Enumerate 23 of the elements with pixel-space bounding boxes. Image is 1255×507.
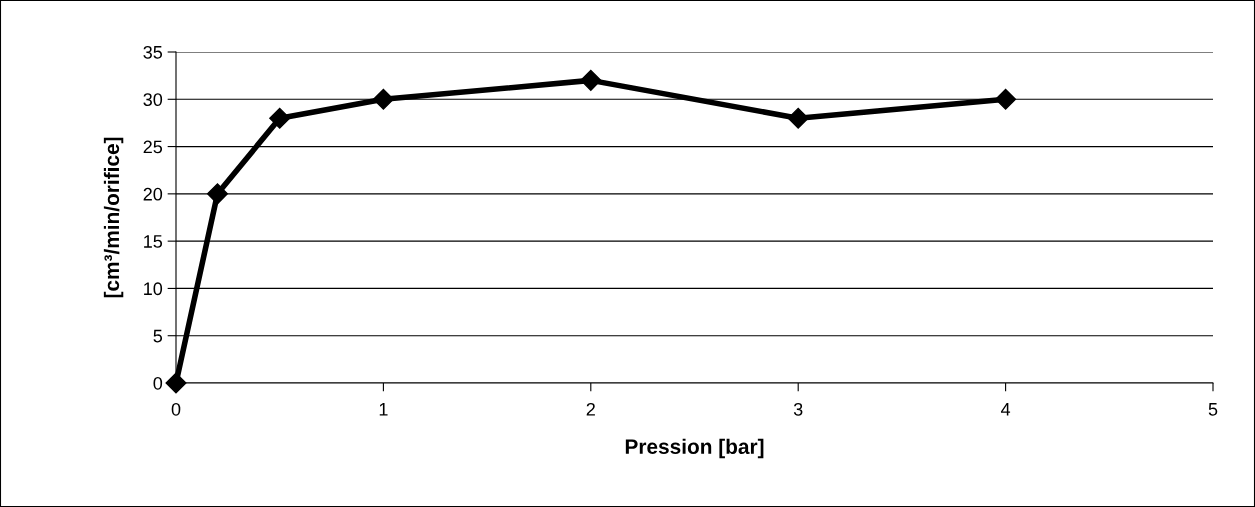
point: [580, 69, 602, 91]
y-axis-title: [cm³/min/orifice]: [103, 137, 124, 298]
y-tick-label: 10: [144, 282, 163, 296]
x-tick-label: 3: [793, 402, 803, 416]
x-tick-label: 0: [171, 402, 181, 416]
point: [269, 107, 291, 129]
y-tick-label: 0: [153, 376, 163, 390]
x-tick-label: 4: [1000, 403, 1011, 416]
x-tick-label: 5: [1208, 403, 1218, 416]
point: [995, 88, 1017, 110]
point: [165, 372, 187, 394]
point: [372, 88, 394, 110]
y-tick-label: 20: [143, 187, 163, 201]
y-tick-label: 35: [143, 45, 163, 59]
x-axis-title: Pression [bar]: [625, 438, 764, 459]
x-tick-label: 2: [586, 402, 595, 416]
point: [787, 107, 809, 129]
x-tick-label: 1: [379, 403, 388, 416]
point: [206, 183, 228, 205]
y-tick-label: 5: [153, 329, 163, 343]
y-tick-label: 15: [144, 235, 163, 248]
y-tick-label: 30: [143, 93, 163, 107]
y-tick-label: 25: [143, 140, 163, 154]
